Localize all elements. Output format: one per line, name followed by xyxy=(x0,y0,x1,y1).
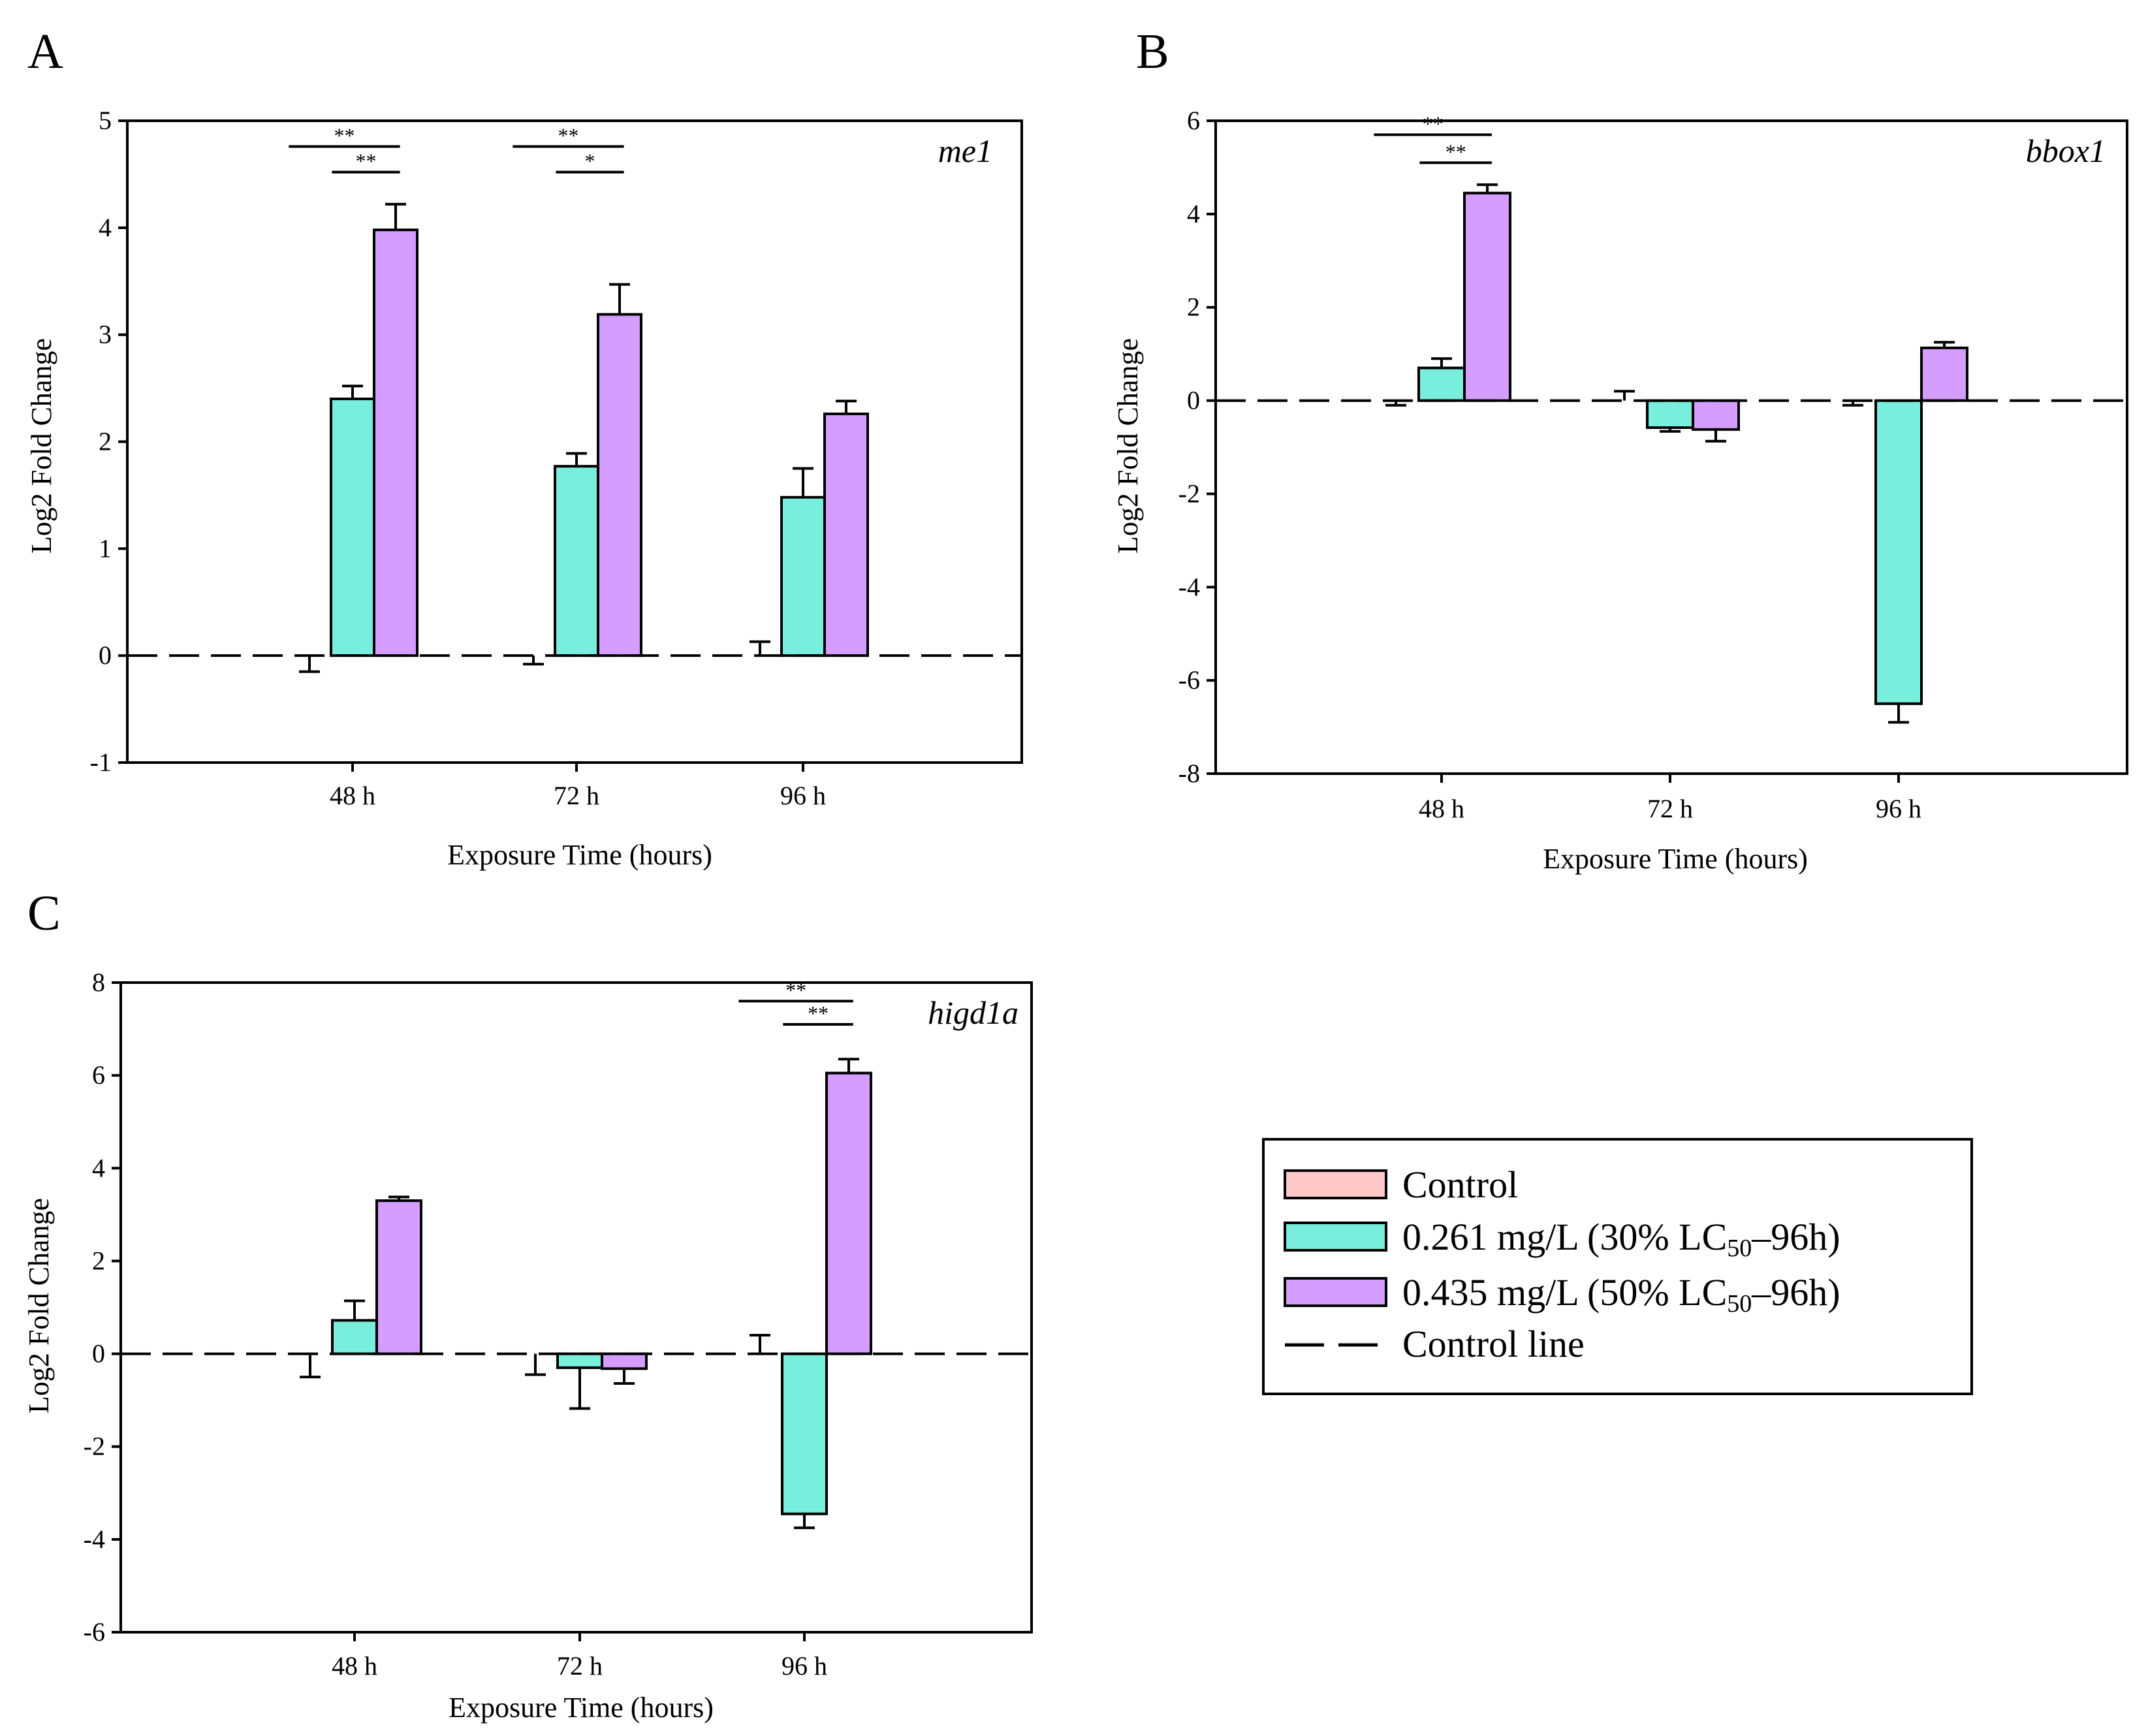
y-tick-label: -6 xyxy=(1178,665,1200,695)
plot-area-c: -6 -4 -2 0 2 4 6 8 48 h 72 h 96 h **** xyxy=(84,968,1033,1681)
bar-high-3 xyxy=(825,1071,872,1355)
significance-label: ** xyxy=(785,978,806,1002)
bar-low-1 xyxy=(1417,366,1466,402)
legend-label-low-sub: 50 xyxy=(1727,1235,1752,1262)
x-tick-label: 48 h xyxy=(330,781,375,810)
legend-label-high-sub: 50 xyxy=(1727,1290,1752,1318)
legend-label-control: Control xyxy=(1402,1163,1518,1206)
panel-letter-c: C xyxy=(27,886,61,941)
panel-letter-a: A xyxy=(27,24,63,79)
y-tick-label: -4 xyxy=(1178,572,1200,601)
bar-low-1 xyxy=(331,1319,378,1355)
x-axis-title: Exposure Time (hours) xyxy=(1543,843,1808,875)
legend-label-control-line: Control line xyxy=(1402,1323,1585,1365)
bar-high-3 xyxy=(1920,346,1968,402)
x-tick-label: 96 h xyxy=(1876,794,1921,823)
plot-area-b: -8 -6 -4 -2 0 2 4 6 48 h 72 h 96 h **** xyxy=(1178,106,2128,823)
y-tick-label: -6 xyxy=(84,1617,105,1647)
bar-low-3 xyxy=(1874,399,1923,705)
significance-label: ** xyxy=(1423,112,1444,135)
panel-c: C higd1a Exposure Time (hours) Log2 Fold… xyxy=(23,886,1033,1724)
legend-label-high-main: 0.435 mg/L (50% LC xyxy=(1402,1271,1727,1314)
x-tick-label: 48 h xyxy=(332,1651,377,1681)
legend-label-high: 0.435 mg/L (50% LC50–96h) xyxy=(1402,1271,1840,1318)
gene-label-me1: me1 xyxy=(938,133,992,169)
bar-low-2 xyxy=(556,1352,603,1369)
y-tick-label: 4 xyxy=(92,1153,105,1182)
significance-label: ** xyxy=(355,150,376,173)
y-tick-label: 3 xyxy=(99,320,112,349)
y-tick-label: -4 xyxy=(84,1524,105,1554)
y-tick-label: 4 xyxy=(99,213,112,242)
y-tick-label: -2 xyxy=(84,1432,105,1461)
plot-frame xyxy=(119,981,1033,1633)
legend: Control 0.261 mg/L (30% LC50–96h) 0.435 … xyxy=(1262,1138,1973,1395)
y-axis-title: Log2 Fold Change xyxy=(25,338,57,554)
x-axis-title: Exposure Time (hours) xyxy=(449,1692,714,1724)
significance-label: ** xyxy=(334,123,355,147)
legend-label-high-tail: –96h) xyxy=(1751,1271,1840,1314)
bar-high-2 xyxy=(601,1352,648,1370)
bar-high-3 xyxy=(823,412,869,657)
y-tick-label: -8 xyxy=(1178,759,1200,788)
y-tick-label: 0 xyxy=(99,640,112,670)
bar-low-3 xyxy=(780,496,826,657)
bar-low-2 xyxy=(554,465,599,657)
y-tick-label: 6 xyxy=(92,1060,105,1090)
significance-label: * xyxy=(584,150,595,173)
x-tick-label: 72 h xyxy=(554,781,599,810)
y-tick-label: -1 xyxy=(90,748,112,777)
y-tick-label: 2 xyxy=(1187,292,1200,322)
bar-high-1 xyxy=(375,1199,422,1355)
x-tick-label: 48 h xyxy=(1419,794,1464,823)
y-axis-title: Log2 Fold Change xyxy=(1112,338,1144,554)
y-tick-label: 5 xyxy=(99,106,112,135)
y-tick-label: 1 xyxy=(99,533,112,563)
significance-label: ** xyxy=(1445,140,1466,163)
plot-frame xyxy=(126,119,1023,764)
gene-label-bbox1: bbox1 xyxy=(2026,133,2106,169)
x-tick-label: 72 h xyxy=(1647,794,1693,823)
bar-low-1 xyxy=(330,397,375,657)
bar-high-1 xyxy=(373,229,419,657)
legend-label-low: 0.261 mg/L (30% LC50–96h) xyxy=(1402,1216,1840,1262)
legend-swatch-high xyxy=(1284,1277,1387,1307)
y-tick-label: -2 xyxy=(1178,479,1200,508)
y-tick-label: 8 xyxy=(92,968,105,997)
x-tick-label: 96 h xyxy=(780,781,826,810)
y-tick-label: 0 xyxy=(1187,386,1200,415)
panel-a: A me1 Exposure Time (hours) Log2 Fold Ch… xyxy=(25,24,1023,871)
y-axis-title: Log2 Fold Change xyxy=(23,1198,55,1413)
legend-label-low-tail: –96h) xyxy=(1751,1216,1840,1258)
significance-label: ** xyxy=(558,123,578,147)
plot-frame xyxy=(1214,119,2128,775)
x-axis-title: Exposure Time (hours) xyxy=(447,839,712,871)
y-tick-label: 4 xyxy=(1187,199,1200,229)
gene-label-higd1a: higd1a xyxy=(928,994,1019,1031)
panel-b: B bbox1 Exposure Time (hours) Log2 Fold … xyxy=(1112,24,2128,875)
y-tick-label: 2 xyxy=(92,1246,105,1275)
significance-label: ** xyxy=(808,1002,829,1025)
legend-label-low-main: 0.261 mg/L (30% LC xyxy=(1402,1216,1727,1258)
x-tick-label: 72 h xyxy=(557,1651,603,1681)
bar-low-2 xyxy=(1646,399,1694,429)
legend-swatch-low xyxy=(1284,1222,1387,1252)
y-tick-label: 6 xyxy=(1187,106,1200,135)
panel-letter-b: B xyxy=(1136,24,1169,79)
bar-high-2 xyxy=(1692,399,1740,431)
bar-high-2 xyxy=(597,313,642,657)
bar-low-3 xyxy=(781,1352,828,1515)
x-tick-label: 96 h xyxy=(782,1651,827,1681)
bar-high-1 xyxy=(1463,191,1511,402)
y-tick-label: 2 xyxy=(99,427,112,456)
legend-swatch-control xyxy=(1284,1169,1387,1199)
y-tick-label: 0 xyxy=(92,1339,105,1368)
